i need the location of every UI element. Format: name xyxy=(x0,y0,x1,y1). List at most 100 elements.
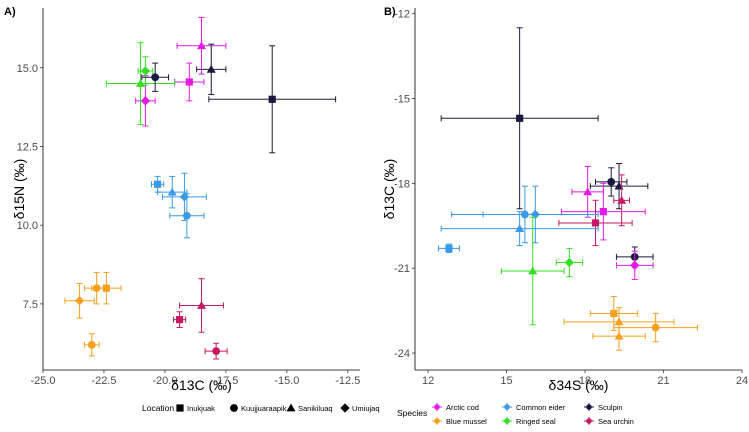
x-tick-label: -22.5 xyxy=(91,375,116,387)
legend-label: Sea urchin xyxy=(598,417,634,426)
data-point xyxy=(440,211,599,247)
marker-square xyxy=(445,244,453,252)
marker-diamond xyxy=(74,296,85,306)
legend-label: Kuujjuaraapik xyxy=(241,404,287,413)
marker-circle xyxy=(182,211,191,220)
data-point xyxy=(440,27,599,210)
marker-triangle xyxy=(136,79,146,87)
x-tick-label: 21 xyxy=(657,375,669,387)
legend-item: Ringed seal xyxy=(502,417,556,426)
x-tick-label: -15.0 xyxy=(274,375,299,387)
marker-square xyxy=(591,219,600,227)
legend-label: Umiujaq xyxy=(352,404,380,413)
x-tick-label: -17.5 xyxy=(213,375,238,387)
legend-swatch xyxy=(504,404,510,410)
y-axis-title: δ15N (‰) xyxy=(11,159,27,220)
data-point xyxy=(169,193,205,239)
data-point xyxy=(438,243,460,254)
data-point xyxy=(91,271,122,305)
y-tick-label: -24 xyxy=(394,348,410,360)
x-axis-title: δ13C (‰) xyxy=(171,377,232,393)
x-tick-label: -12.5 xyxy=(335,375,360,387)
data-point xyxy=(560,182,646,241)
marker-square xyxy=(610,309,618,318)
legend-item: Common eider xyxy=(502,403,566,412)
marker-diamond xyxy=(140,66,151,76)
legend-title: Location xyxy=(142,403,174,413)
marker-triangle xyxy=(167,187,177,196)
data-point xyxy=(555,247,583,278)
x-tick-label: -25.0 xyxy=(30,375,55,387)
marker-circle xyxy=(651,323,660,332)
diamond-icon xyxy=(340,403,350,413)
data-point xyxy=(615,250,654,280)
data-point xyxy=(172,311,187,329)
data-point xyxy=(157,175,188,209)
legend-label: Arctic cod xyxy=(446,403,479,412)
legend-location: Location Inukjuak Kuujjuaraapik Sanikiluaq U… xyxy=(142,403,380,413)
legend-item: Sea urchin xyxy=(584,417,634,426)
y-tick-label: -21 xyxy=(394,263,410,275)
panel-tag: A) xyxy=(4,6,16,18)
marker-diamond xyxy=(140,96,151,106)
x-tick-label: 15 xyxy=(500,375,512,387)
marker-triangle xyxy=(206,64,216,73)
data-point xyxy=(204,342,228,360)
data-point xyxy=(83,333,100,357)
marker-triangle xyxy=(614,181,624,190)
data-point xyxy=(613,312,699,343)
data-point xyxy=(208,45,337,154)
legend-species: Species Arctic cod Common eider Sculpin Blue… xyxy=(397,403,634,426)
marker-circle xyxy=(87,340,96,349)
data-point xyxy=(500,216,565,326)
marker-triangle xyxy=(197,300,206,309)
circle-icon xyxy=(230,404,238,412)
legend-label: Blue mussel xyxy=(446,417,487,426)
x-tick-label: -20.0 xyxy=(152,375,177,387)
y-tick-label: -18 xyxy=(394,178,410,190)
legend-item: Sanikiluaq xyxy=(286,403,333,413)
marker-triangle xyxy=(614,331,624,340)
legend-swatch xyxy=(434,418,440,424)
y-tick-label: 15.0 xyxy=(17,63,38,75)
marker-diamond xyxy=(564,257,575,268)
x-tick-label: 24 xyxy=(736,375,748,387)
legend-label: Sculpin xyxy=(598,403,623,412)
marker-triangle xyxy=(515,224,525,232)
legend-label: Common eider xyxy=(516,403,566,412)
x-tick-label: 18 xyxy=(579,375,591,387)
x-axis-title: δ34S (‰) xyxy=(549,377,609,393)
legend-swatch xyxy=(434,404,440,410)
y-axis-title: δ13C (‰) xyxy=(381,159,397,220)
legend-item: Arctic cod xyxy=(432,403,479,412)
marker-square xyxy=(599,208,607,216)
legend-label: Inukjuak xyxy=(187,404,215,413)
legend-label: Ringed seal xyxy=(516,417,556,426)
data-point xyxy=(176,16,227,75)
legend-item: Inukjuak xyxy=(176,404,215,413)
marker-square xyxy=(268,95,276,103)
y-tick-label: -15 xyxy=(394,94,410,106)
marker-circle xyxy=(212,347,221,356)
legend-item: Sculpin xyxy=(584,403,623,412)
marker-square xyxy=(175,316,184,324)
data-point xyxy=(595,167,628,197)
marker-square xyxy=(185,78,193,86)
marker-triangle xyxy=(617,195,627,204)
y-tick-label: 10.0 xyxy=(17,220,38,232)
data-point xyxy=(196,43,227,96)
y-tick-label: 7.5 xyxy=(23,299,38,311)
data-point xyxy=(179,278,224,333)
y-tick-label: 12.5 xyxy=(17,142,38,154)
marker-circle xyxy=(151,73,160,82)
marker-triangle xyxy=(528,266,538,275)
marker-square xyxy=(102,284,110,292)
data-point xyxy=(558,199,633,247)
data-point xyxy=(137,56,154,86)
data-point xyxy=(613,174,631,227)
y-tick-label: -12 xyxy=(394,9,410,21)
data-point xyxy=(141,62,170,92)
panel-a: A) -25.0 -22.5 -20.0 -17.5 -15.0 -12.5 7.5 10.0 1… xyxy=(4,6,360,393)
marker-square xyxy=(154,180,162,188)
